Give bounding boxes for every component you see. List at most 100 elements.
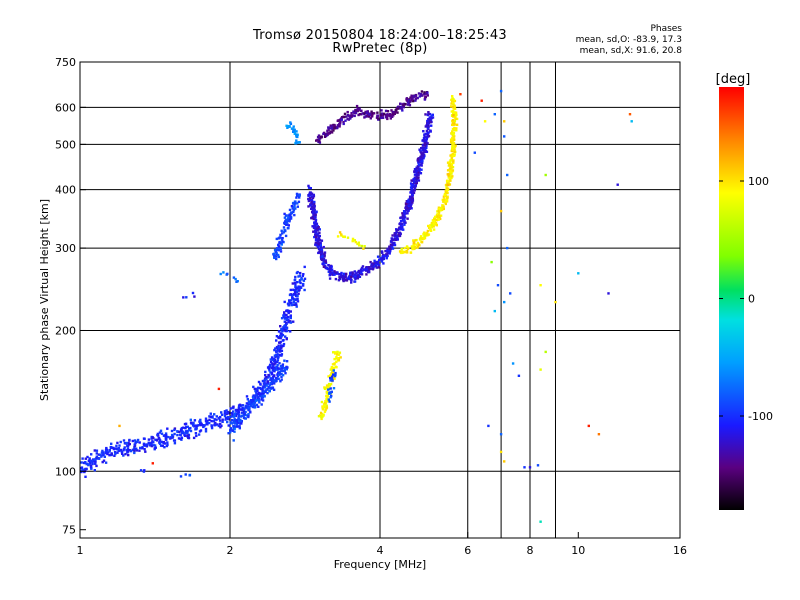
trace-point <box>239 415 243 418</box>
trace-point <box>403 216 407 219</box>
trace-point <box>411 97 414 100</box>
trace-point <box>292 130 295 133</box>
trace-point <box>253 394 256 397</box>
trace-point <box>105 449 109 452</box>
trace-point <box>432 225 435 228</box>
trace-point <box>252 402 256 405</box>
trace-point <box>360 266 364 270</box>
trace-point <box>409 182 413 185</box>
trace-point <box>363 112 366 115</box>
trace-point <box>229 427 232 430</box>
trace-point <box>345 115 348 118</box>
trace-point <box>335 360 338 364</box>
trace-point <box>426 122 430 125</box>
trace-point <box>254 389 257 393</box>
trace-point <box>243 412 246 416</box>
scatter-point <box>459 93 462 96</box>
trace-point <box>454 116 457 119</box>
trace-point <box>312 230 315 233</box>
trace-point <box>184 431 187 435</box>
trace-point <box>281 374 285 377</box>
trace-point <box>80 461 83 464</box>
trace-point <box>210 415 213 419</box>
scatter-point <box>480 99 483 102</box>
trace-point <box>206 420 209 424</box>
trace-point <box>213 413 216 416</box>
trace-point <box>278 372 282 376</box>
trace-point <box>238 408 241 411</box>
scatter-point <box>554 300 557 304</box>
trace-point <box>330 125 334 128</box>
trace-point <box>385 257 388 260</box>
trace-point <box>84 469 87 472</box>
trace-point <box>116 451 119 454</box>
trace-point <box>353 111 356 115</box>
trace-point <box>405 99 409 102</box>
trace-point <box>426 134 429 137</box>
trace-point <box>317 226 320 229</box>
trace-point <box>451 152 455 156</box>
trace-point <box>422 237 426 240</box>
trace-point <box>397 228 400 231</box>
trace-point <box>450 110 453 113</box>
trace-point <box>312 208 315 212</box>
trace-point <box>107 451 110 454</box>
trace-point <box>342 279 345 283</box>
trace-point <box>415 167 419 170</box>
trace-point <box>414 97 417 101</box>
trace-point <box>290 205 294 208</box>
trace-point <box>267 373 270 377</box>
trace-point <box>442 200 445 203</box>
trace-point <box>423 235 426 238</box>
trace-point <box>189 421 193 424</box>
trace-point <box>217 417 221 420</box>
trace-point <box>246 405 249 408</box>
trace-point <box>430 124 433 127</box>
trace-point <box>368 113 371 116</box>
trace-point <box>270 356 274 359</box>
trace-point <box>451 95 454 98</box>
scatter-point <box>503 460 506 463</box>
trace-point <box>289 217 293 220</box>
trace-point <box>422 157 425 160</box>
trace-point <box>204 417 208 420</box>
trace-point <box>329 376 332 380</box>
trace-point <box>418 167 421 170</box>
trace-point <box>225 416 228 420</box>
trace-point <box>263 377 267 380</box>
trace-point <box>295 139 298 142</box>
trace-point <box>332 387 336 390</box>
trace-point <box>133 439 137 442</box>
trace-point <box>452 132 456 135</box>
trace-point <box>322 132 325 135</box>
trace-point <box>438 216 441 219</box>
trace-point <box>348 277 351 281</box>
trace-point <box>280 335 283 338</box>
trace-point <box>264 374 267 377</box>
trace-point <box>310 192 314 195</box>
trace-point <box>93 458 97 461</box>
trace-point <box>280 349 284 352</box>
trace-point <box>296 133 299 136</box>
trace-point <box>442 195 446 198</box>
trace-point <box>275 247 279 251</box>
trace-point <box>339 356 342 359</box>
trace-point <box>314 222 318 225</box>
trace-point <box>289 299 293 302</box>
trace-point <box>88 461 92 464</box>
trace-point <box>445 189 448 192</box>
trace-point <box>191 291 195 295</box>
trace-point <box>91 462 94 466</box>
trace-point <box>422 148 426 151</box>
trace-point <box>277 255 280 259</box>
trace-point <box>296 300 300 303</box>
trace-point <box>336 235 340 238</box>
trace-point <box>320 400 324 404</box>
trace-point <box>262 385 265 388</box>
trace-point <box>243 407 246 410</box>
trace-point <box>424 136 427 139</box>
trace-point <box>158 441 161 444</box>
scatter-point <box>511 362 515 365</box>
trace-point <box>411 247 414 251</box>
trace-point <box>429 224 432 227</box>
